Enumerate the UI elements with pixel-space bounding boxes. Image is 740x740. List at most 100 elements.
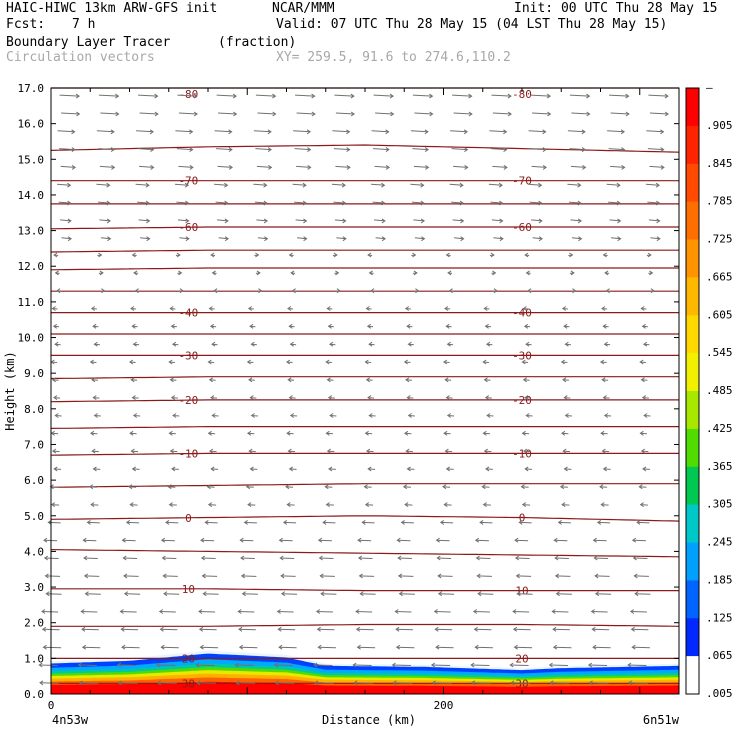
circulation-vector [489, 130, 507, 133]
circulation-vector-head [306, 129, 312, 135]
circulation-vector-head [664, 93, 669, 99]
circulation-vector-head [527, 288, 532, 294]
circulation-vector [452, 219, 464, 222]
circulation-vector [277, 611, 294, 613]
circulation-vector-head [250, 413, 255, 418]
circulation-vector-head [287, 377, 292, 383]
circulation-vector [82, 646, 101, 649]
circulation-vector [239, 646, 258, 649]
circulation-vector-head [640, 448, 645, 454]
circulation-vector-head [282, 519, 288, 525]
circulation-vector [294, 148, 311, 151]
circulation-vector-head [71, 147, 76, 153]
circulation-vector-head [75, 93, 81, 99]
circulation-vector-head [650, 288, 655, 294]
circulation-vector-head [391, 662, 396, 668]
circulation-vector [257, 112, 276, 115]
contour-line-9 [50, 399, 679, 403]
circulation-vector [594, 557, 609, 559]
circulation-vector-head [289, 341, 294, 347]
circulation-vector-head [482, 359, 487, 365]
circulation-vector-head [560, 430, 566, 436]
circulation-vector-head [370, 288, 375, 294]
circulation-vector-head [389, 93, 395, 99]
circulation-vector-head [248, 377, 253, 383]
circulation-vector-head [474, 644, 479, 650]
circulation-vector [121, 628, 139, 631]
circulation-vector-head [660, 129, 665, 135]
circulation-vector [570, 165, 586, 168]
circulation-vector-head [643, 413, 648, 418]
circulation-vector-head [132, 341, 137, 347]
circulation-vector-head [601, 306, 606, 311]
circulation-vector [256, 219, 268, 222]
circulation-vector-head [326, 448, 331, 454]
circulation-vector-head [208, 306, 213, 311]
circulation-vector [202, 575, 218, 577]
circulation-vector [140, 237, 150, 240]
circulation-vector [568, 201, 581, 204]
circulation-vector-head [445, 323, 450, 329]
circulation-vector [211, 468, 219, 470]
contour-label: -70 [512, 175, 532, 188]
circulation-vector [244, 521, 257, 524]
circulation-vector-head [425, 164, 430, 170]
circulation-vector [569, 148, 586, 151]
circulation-vector-head [232, 93, 238, 99]
contour-label: 20 [182, 652, 195, 665]
circulation-vector-head [286, 430, 291, 436]
circulation-vector-head [121, 644, 126, 650]
circulation-vector [333, 148, 350, 151]
circulation-vector-head [53, 252, 58, 258]
circulation-vector [549, 664, 568, 666]
circulation-vector [650, 237, 660, 240]
circulation-vector-head [364, 359, 369, 365]
circulation-vector-head [413, 270, 418, 276]
circulation-vector [633, 557, 648, 559]
circulation-vector [275, 682, 295, 684]
circulation-vector-head [632, 555, 637, 561]
circulation-vector [238, 611, 255, 613]
circulation-vector-head [200, 555, 206, 561]
circulation-vector-head [83, 573, 89, 579]
circulation-vector [254, 201, 267, 204]
circulation-vector-head [639, 502, 644, 508]
circulation-vector [592, 628, 610, 631]
circulation-vector [279, 646, 297, 649]
circulation-vector [555, 575, 571, 577]
circulation-vector [163, 593, 180, 595]
circulation-vector [493, 237, 503, 240]
circulation-vector [256, 165, 272, 168]
circulation-vector-head [71, 129, 76, 135]
circulation-vector-head [625, 111, 630, 117]
circulation-vector [375, 112, 394, 115]
circulation-vector [375, 237, 386, 240]
circulation-vector [434, 611, 451, 613]
circulation-vector-head [267, 147, 273, 153]
colorbar-swatch [686, 125, 699, 165]
circulation-vector-head [542, 129, 547, 135]
circulation-vector [405, 504, 413, 506]
circulation-vector [212, 415, 219, 417]
y-tick-label: 3.0 [24, 581, 44, 594]
circulation-vector [173, 415, 180, 417]
circulation-vector-head [326, 306, 331, 311]
circulation-vector-head [128, 484, 133, 490]
circulation-vector [522, 432, 530, 435]
circulation-vector-head [656, 200, 661, 206]
circulation-vector-head [356, 644, 361, 650]
circulation-vector [253, 183, 267, 186]
circulation-vector [333, 201, 346, 204]
circulation-vector [401, 521, 414, 524]
circulation-vector-head [404, 306, 410, 311]
circulation-vector [414, 237, 425, 240]
circulation-vector [274, 664, 294, 666]
circulation-vector [649, 112, 669, 115]
circulation-vector-head [346, 147, 351, 153]
circulation-vector [414, 112, 433, 115]
circulation-vector-head [150, 164, 155, 170]
circulation-vector [609, 219, 621, 222]
colorbar-swatch [686, 580, 699, 619]
circulation-vector [528, 183, 542, 186]
circulation-vector [561, 432, 569, 435]
